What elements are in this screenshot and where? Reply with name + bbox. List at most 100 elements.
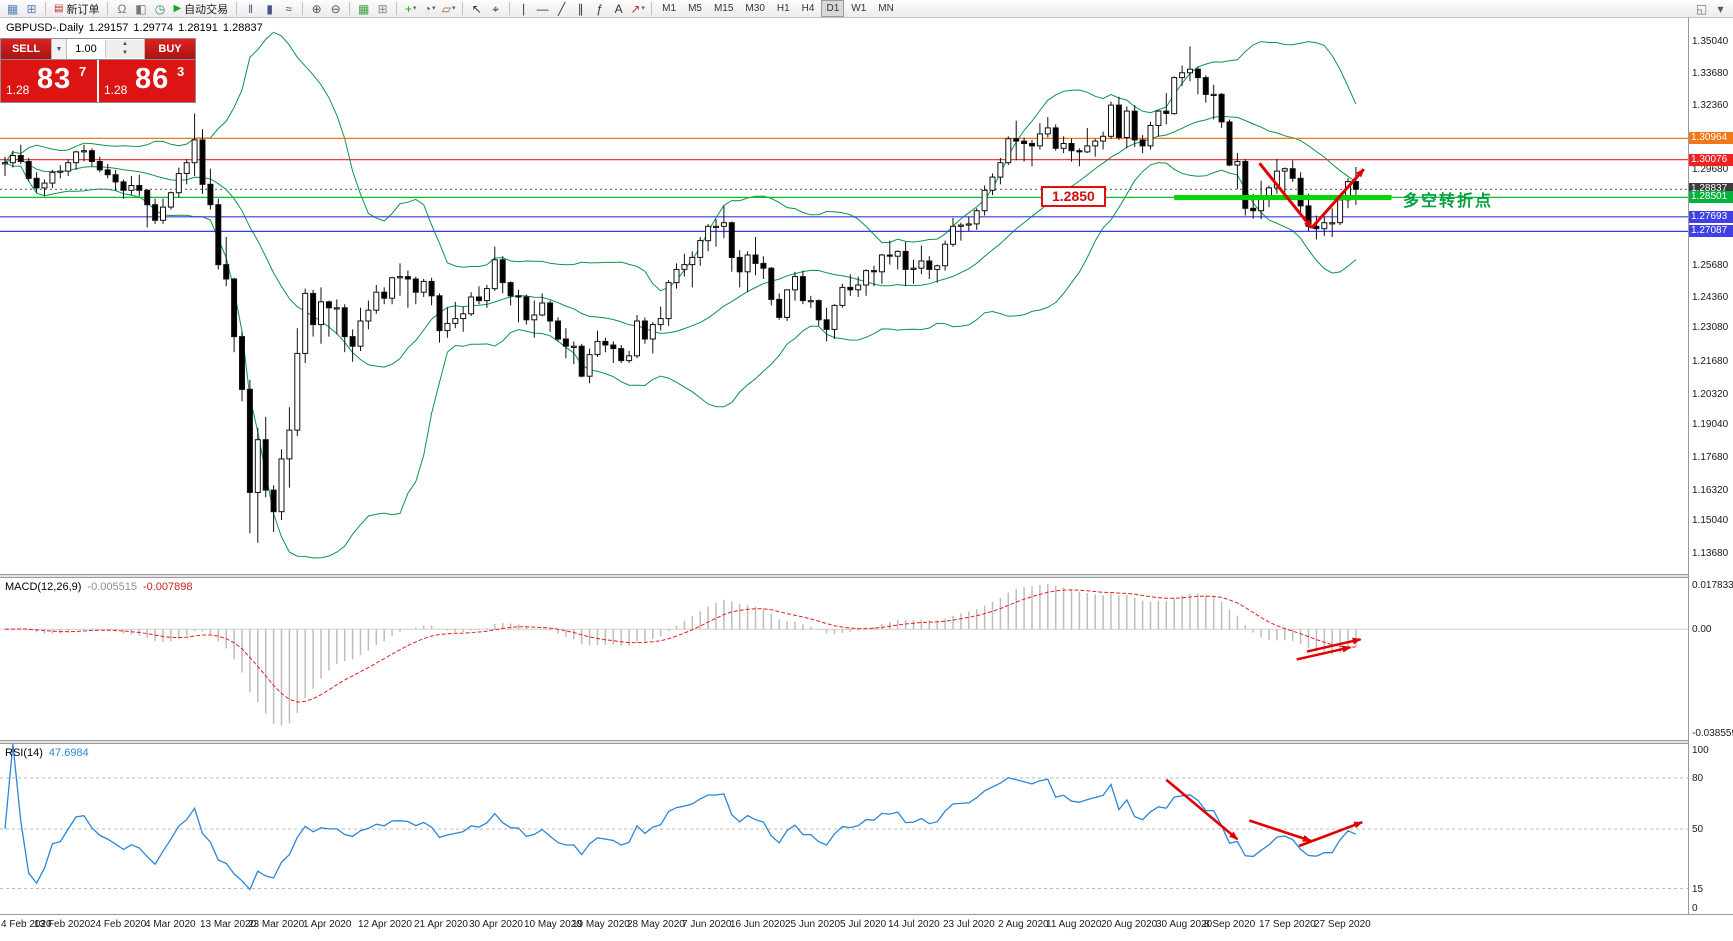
docking-icon[interactable]: ◱	[1695, 1, 1708, 16]
candlestick-chart-icon[interactable]: ▮	[266, 1, 273, 16]
increment-icon[interactable]: ▲	[106, 40, 144, 49]
arrows-tool-icon[interactable]: ↗ ▾	[630, 1, 645, 16]
templates-icon[interactable]: ▱ ▾	[441, 1, 456, 16]
price-tick: 1.35040	[1692, 36, 1729, 47]
timeframe-d1[interactable]: D1	[821, 0, 845, 17]
crosshair-icon[interactable]: ⌖	[492, 1, 500, 16]
date-label: 23 Mar 2020	[248, 919, 305, 930]
date-label: 4 Feb 2020	[1, 919, 52, 930]
date-label: 23 Jul 2020	[943, 919, 995, 930]
sell-price-big: 83	[37, 63, 72, 95]
timeframe-mn[interactable]: MN	[878, 3, 894, 14]
chevron-down-icon: ▼	[55, 45, 63, 53]
date-label: 7 Jun 2020	[682, 919, 732, 930]
one-click-trading-panel: SELL ▼ 1.00 ▲ ▼ BUY 1.28 83 7 1.28 86 3	[0, 38, 196, 103]
date-label: 5 Jul 2020	[840, 919, 887, 930]
price-tick: 1.16320	[1692, 485, 1729, 496]
price-chip: 1.30076	[1689, 154, 1733, 166]
buy-price-pip: 3	[177, 64, 185, 79]
autotrading-icon: ▶	[173, 3, 182, 14]
date-label: 17 Sep 2020	[1259, 919, 1316, 930]
price-level-tag[interactable]: 1.2850	[1041, 186, 1106, 207]
price-tick: 1.23080	[1692, 322, 1729, 333]
price-tick: 1.13680	[1692, 548, 1729, 559]
turning-point-label[interactable]: 多空转折点	[1403, 193, 1494, 210]
annotation-arrows-layer	[1165, 162, 1365, 848]
macd-name: MACD(12,26,9)	[5, 581, 82, 593]
chevron-down-icon: ▾	[452, 4, 456, 12]
sell-price-prefix: 1.28	[6, 83, 30, 97]
autotrading-button[interactable]: ▶ 自动交易	[169, 1, 232, 17]
indicators-icon[interactable]: + ▾	[404, 1, 417, 16]
pane-splitter-rsi[interactable]	[0, 740, 1733, 744]
ohlc-open: 1.29157	[88, 22, 129, 34]
periods-icon[interactable]: ◔ ▾	[423, 1, 436, 16]
rsi-layer	[0, 744, 1688, 891]
chevron-down-icon: ▾	[412, 4, 417, 12]
date-label: 1 Apr 2020	[303, 919, 352, 930]
text-label-icon[interactable]: A	[614, 1, 623, 16]
date-label: 13 Feb 2020	[34, 919, 91, 930]
toolbar: ▦ ⊞ ▤ 新订单 Ω ◧ ◷ ▶ 自动交易 ‖ ▮ ≈ ⊕ ⊖ ▦ ⊞ + ▾ ◔ ▾ ▱ ▾ ↖ ⌖ ∣ ― ╱ ∥ ƒ A ↗ ▾ M1 M…	[0, 0, 1733, 18]
zoom-out-icon[interactable]: ⊖	[330, 1, 341, 16]
tile-windows-icon[interactable]: ▦	[357, 1, 370, 16]
line-chart-icon[interactable]: ≈	[285, 1, 292, 16]
trendline-icon[interactable]: ╱	[558, 1, 566, 16]
timeframe-m15[interactable]: M15	[713, 3, 734, 14]
data-window-icon[interactable]: ◧	[135, 1, 147, 16]
macd-main-value: -0.005515	[87, 581, 137, 593]
buy-button[interactable]: BUY	[145, 39, 195, 59]
vertical-line-icon[interactable]: ∣	[520, 1, 527, 16]
fibonacci-icon[interactable]: ƒ	[596, 1, 603, 16]
auto-arrange-icon[interactable]: ⊞	[377, 1, 388, 16]
time-axis[interactable]: 4 Feb 2020 13 Feb 2020 24 Feb 2020 4 Mar 20…	[0, 914, 1733, 941]
date-label: 12 Apr 2020	[358, 919, 412, 930]
timeframe-m30[interactable]: M30	[745, 3, 765, 14]
cursor-icon[interactable]: ↖	[471, 1, 482, 16]
date-label: 16 Jun 2020	[730, 919, 786, 930]
price-tick: 1.21680	[1692, 356, 1729, 367]
date-label: 10 May 2020	[524, 919, 582, 930]
market-watch-icon[interactable]: Ω	[117, 1, 127, 16]
volume-field[interactable]: 1.00 ▲ ▼	[67, 39, 145, 59]
date-label: 30 Apr 2020	[469, 919, 523, 930]
bar-chart-icon[interactable]: ‖	[248, 1, 254, 16]
date-label: 28 May 2020	[627, 919, 685, 930]
new-chart-window-icon[interactable]: ▦	[6, 1, 19, 16]
price-axis[interactable]: 1.35040 1.33680 1.32360 1.29680 1.25680 1.243…	[1688, 18, 1733, 914]
timeframe-m5[interactable]: M5	[688, 3, 702, 14]
new-order-button[interactable]: ▤ 新订单	[50, 1, 103, 17]
timeframe-h1[interactable]: H1	[776, 3, 790, 14]
order-type-dropdown[interactable]: ▼	[51, 39, 67, 59]
autotrading-button-label: 自动交易	[184, 3, 229, 16]
timeframe-w1[interactable]: W1	[851, 3, 867, 14]
decrement-icon[interactable]: ▼	[106, 49, 144, 58]
sell-price-display[interactable]: 1.28 83 7	[1, 60, 97, 102]
pane-splitter-macd[interactable]	[0, 574, 1733, 578]
date-label: 27 Sep 2020	[1314, 919, 1371, 930]
chart-profiles-icon[interactable]: ⊞	[26, 1, 37, 16]
timeframe-m1[interactable]: M1	[662, 3, 677, 14]
macd-scale-label: -0.038559	[1692, 728, 1733, 739]
price-tick: 1.19040	[1692, 419, 1729, 430]
zoom-in-icon[interactable]: ⊕	[311, 1, 322, 16]
timeframe-h4[interactable]: H4	[801, 3, 815, 14]
macd-scale-label: 0.00	[1692, 624, 1712, 635]
sell-button[interactable]: SELL	[1, 39, 51, 59]
strategy-tester-icon[interactable]: ◷	[154, 1, 166, 16]
horizontal-line-icon[interactable]: ―	[536, 1, 549, 16]
price-tick: 1.15040	[1692, 515, 1729, 526]
volume-stepper[interactable]: ▲ ▼	[105, 40, 144, 58]
sell-price-pip: 7	[79, 64, 87, 79]
chevron-down-icon[interactable]: ▾	[1717, 1, 1724, 16]
buy-price-display[interactable]: 1.28 86 3	[97, 60, 195, 102]
macd-layer	[0, 584, 1688, 726]
date-label: 30 Aug 2020	[1156, 919, 1213, 930]
rsi-scale-label: 80	[1692, 773, 1704, 784]
horizontal-lines-layer	[0, 137, 1688, 232]
rsi-scale-label: 50	[1692, 824, 1704, 835]
equidistant-channel-icon[interactable]: ∥	[577, 1, 584, 16]
date-label: 21 Apr 2020	[414, 919, 468, 930]
